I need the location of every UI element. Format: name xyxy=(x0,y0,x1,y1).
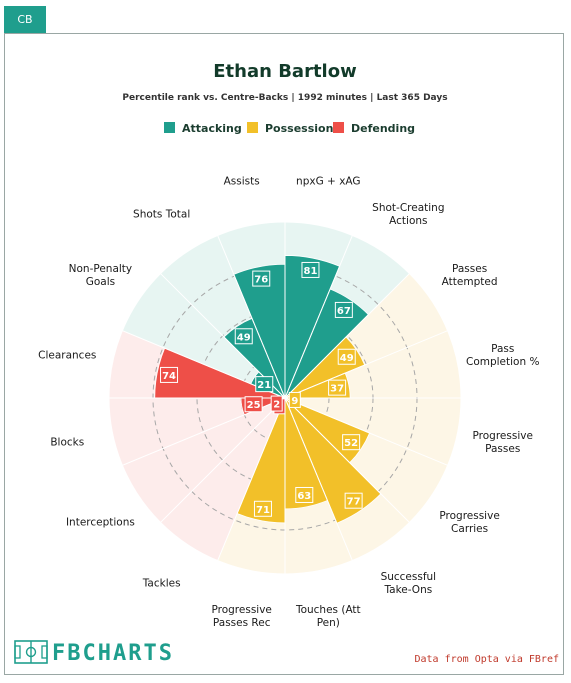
value-label: 63 xyxy=(297,491,311,502)
sector-background xyxy=(160,398,285,561)
value-label: 37 xyxy=(330,384,344,395)
value-label: 49 xyxy=(237,332,251,343)
grid-spoke xyxy=(284,397,448,466)
sector-background xyxy=(122,273,286,398)
grid-spoke xyxy=(284,397,410,523)
sector-background xyxy=(109,398,285,466)
value-badge xyxy=(270,395,283,412)
sector-background xyxy=(122,398,286,523)
value-badge xyxy=(252,270,271,287)
data-credit: Data from Opta via FBref xyxy=(414,654,560,665)
grid-spoke xyxy=(160,397,286,523)
sector-background xyxy=(285,398,461,466)
grid-spoke xyxy=(284,397,353,561)
value-label: 77 xyxy=(347,497,361,508)
value-badge xyxy=(334,301,353,318)
category-label: Passes Attempted xyxy=(442,263,498,288)
value-label: 71 xyxy=(256,505,270,516)
value-badge xyxy=(301,261,320,278)
value-badge xyxy=(344,492,363,509)
category-label: Assists xyxy=(224,175,260,187)
grid-spoke xyxy=(284,235,353,399)
legend-swatch-possession xyxy=(247,122,258,133)
chart-title: Ethan Bartlow xyxy=(213,61,356,82)
value-badge xyxy=(337,348,356,365)
value-badge xyxy=(295,486,314,503)
category-label: Non-Penalty Goals xyxy=(69,263,132,288)
outer-ring xyxy=(108,221,462,575)
value-badge xyxy=(234,328,253,345)
category-label: Progressive Passes xyxy=(473,430,533,455)
value-badge xyxy=(328,379,347,396)
category-label: Touches (Att Pen) xyxy=(295,604,361,629)
category-label: Tackles xyxy=(142,578,181,590)
legend-swatch-defending xyxy=(333,122,344,133)
legend-label-defending: Defending xyxy=(351,122,415,135)
chart-subtitle: Percentile rank vs. Centre-Backs | 1992 … xyxy=(122,93,447,103)
brand-logo: FBCHARTS xyxy=(14,640,174,666)
value-badge xyxy=(288,391,301,408)
category-label: Pass Completion % xyxy=(466,343,539,368)
pitch-icon xyxy=(14,640,48,664)
grid-spoke xyxy=(284,330,448,399)
value-label: 81 xyxy=(304,266,318,277)
category-label: Interceptions xyxy=(66,516,135,528)
position-badge: CB xyxy=(4,6,46,33)
category-label: Blocks xyxy=(50,436,84,448)
category-label: npxG + xAG xyxy=(296,175,361,187)
grid-spoke xyxy=(284,273,410,399)
legend-label-possession: Possession xyxy=(265,122,333,135)
category-label: Progressive Carries xyxy=(439,510,499,535)
category-label: Shots Total xyxy=(133,208,190,220)
category-label: Shot-Creating Actions xyxy=(372,202,444,227)
value-badge xyxy=(255,376,274,393)
grid-spoke xyxy=(217,397,286,561)
value-badge xyxy=(342,434,361,451)
legend-label-attacking: Attacking xyxy=(182,122,242,135)
value-label: 21 xyxy=(257,380,271,391)
value-badge xyxy=(253,500,272,517)
value-label: 9 xyxy=(291,396,298,407)
value-label: 76 xyxy=(254,275,268,286)
category-label: Progressive Passes Rec xyxy=(211,604,271,629)
legend-swatch-attacking xyxy=(164,122,175,133)
value-badge xyxy=(160,366,179,383)
value-label: 49 xyxy=(340,353,354,364)
value-label: 2 xyxy=(273,400,280,411)
category-label: Clearances xyxy=(38,350,96,362)
category-label: Successful Take-Ons xyxy=(381,571,437,596)
value-label: 52 xyxy=(344,438,358,449)
value-badge xyxy=(244,396,263,413)
grid-spoke xyxy=(217,235,286,399)
value-label: 74 xyxy=(162,371,176,382)
brand-name: FBCHARTS xyxy=(52,640,174,666)
value-label: 67 xyxy=(337,306,351,317)
value-label: 25 xyxy=(247,400,261,411)
